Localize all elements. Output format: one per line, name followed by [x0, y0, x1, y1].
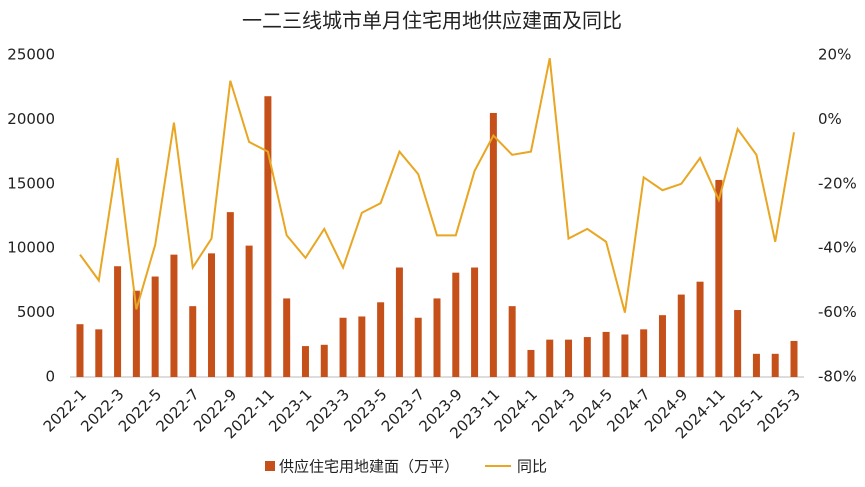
- y2-tick-label: -20%: [818, 174, 857, 192]
- bar: [565, 339, 573, 377]
- bar: [489, 112, 497, 378]
- bar: [189, 306, 197, 377]
- bar: [76, 324, 84, 377]
- bar: [546, 339, 554, 377]
- bar: [677, 294, 685, 377]
- y-tick-label: 15000: [7, 174, 55, 192]
- bar: [377, 302, 385, 377]
- y2-tick-label: -40%: [818, 239, 857, 257]
- y-tick-label: 25000: [7, 46, 55, 64]
- bar: [752, 353, 760, 377]
- bar: [264, 96, 272, 377]
- bar: [433, 298, 441, 377]
- y2-tick-label: -60%: [818, 303, 857, 321]
- y2-tick-label: 20%: [818, 46, 851, 64]
- bar: [696, 281, 704, 377]
- bar: [208, 253, 216, 377]
- bar: [715, 179, 723, 377]
- bar: [621, 334, 629, 377]
- bar: [790, 340, 798, 377]
- bar: [245, 245, 253, 377]
- bar: [640, 329, 648, 377]
- bar: [301, 346, 309, 377]
- legend-label: 供应住宅用地建面（万平）: [279, 458, 459, 476]
- y-tick-label: 5000: [17, 303, 55, 321]
- bar: [95, 329, 103, 377]
- bar: [358, 316, 366, 377]
- legend-swatch: [265, 461, 275, 471]
- bar: [320, 344, 328, 377]
- y-tick-label: 20000: [7, 110, 55, 128]
- bar: [452, 272, 460, 377]
- bar: [602, 331, 610, 377]
- bar: [471, 267, 479, 377]
- bar: [414, 317, 422, 377]
- bar: [170, 254, 178, 377]
- bar: [395, 267, 403, 377]
- bar: [508, 306, 516, 377]
- bar: [583, 337, 591, 377]
- legend-label: 同比: [517, 458, 547, 476]
- bar: [527, 349, 535, 377]
- bar: [132, 290, 140, 377]
- bar: [658, 315, 666, 377]
- chart-title: 一二三线城市单月住宅用地供应建面及同比: [242, 9, 622, 33]
- bar: [114, 266, 122, 377]
- bar: [151, 276, 159, 377]
- y-tick-label: 0: [45, 368, 55, 386]
- bar: [226, 212, 234, 377]
- bar: [283, 298, 291, 377]
- y2-tick-label: -80%: [818, 368, 857, 386]
- bar: [339, 317, 347, 377]
- bar: [734, 310, 742, 377]
- bar: [771, 353, 779, 377]
- y2-tick-label: 0%: [818, 110, 842, 128]
- line: [79, 58, 795, 313]
- y-tick-label: 10000: [7, 239, 55, 257]
